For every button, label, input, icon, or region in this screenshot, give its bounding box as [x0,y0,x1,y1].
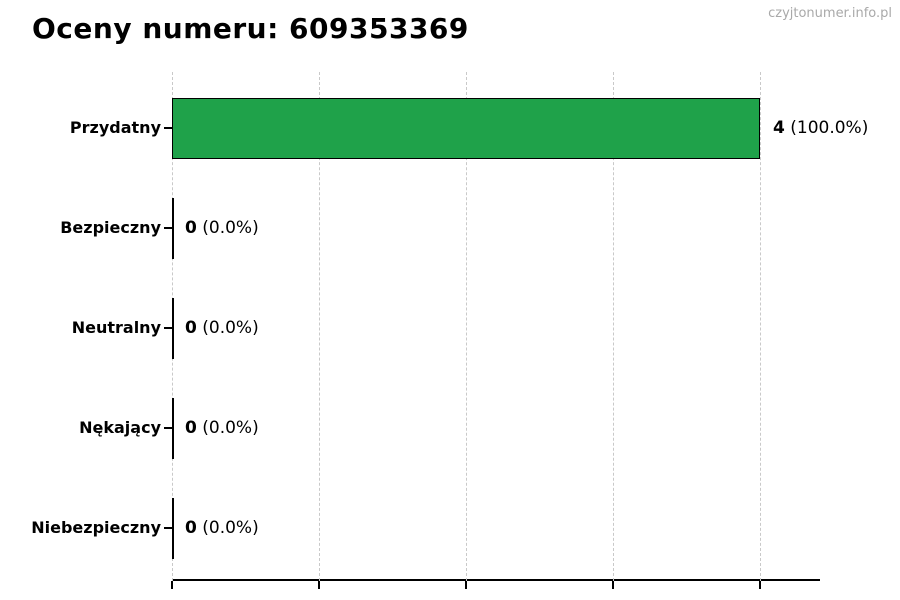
value-percent-1: (0.0%) [196,218,259,238]
y-axis-tick-1 [164,227,172,229]
category-label-2: Neutralny [71,318,161,337]
value-count-4: 0 [185,518,197,538]
bar-bezpieczny [172,197,174,259]
chart-title: Oceny numeru: 609353369 [32,12,469,45]
value-count-2: 0 [185,318,197,338]
y-axis-tick-4 [164,527,172,529]
x-axis-tick-1 [318,581,320,589]
value-count-0: 4 [773,118,785,138]
value-percent-0: (100.0%) [784,118,869,138]
bar-neutralny [172,297,174,359]
y-axis-tick-3 [164,427,172,429]
x-axis-line [172,579,820,581]
y-axis-tick-0 [164,127,172,129]
category-label-3: Nękający [79,418,161,437]
value-percent-3: (0.0%) [196,418,259,438]
value-percent-4: (0.0%) [196,518,259,538]
bar-niebezpieczny [172,497,174,559]
x-axis-tick-4 [759,581,761,589]
value-label-3: 0 (0.0%) [185,416,259,440]
bar-nękający [172,397,174,459]
x-axis-tick-0 [171,581,173,589]
category-label-1: Bezpieczny [60,218,161,237]
category-label-4: Niebezpieczny [31,518,161,537]
x-axis-tick-3 [612,581,614,589]
value-label-1: 0 (0.0%) [185,216,259,240]
value-count-1: 0 [185,218,197,238]
y-axis-tick-2 [164,327,172,329]
value-label-4: 0 (0.0%) [185,516,259,540]
gridline-x1 [319,72,320,581]
value-label-2: 0 (0.0%) [185,316,259,340]
gridline-x4 [760,72,761,581]
gridline-x2 [466,72,467,581]
category-label-0: Przydatny [69,118,161,137]
watermark-text: czyjtonumer.info.pl [768,6,892,21]
value-count-3: 0 [185,418,197,438]
bar-przydatny [172,97,760,159]
gridline-x3 [613,72,614,581]
x-axis-tick-2 [465,581,467,589]
value-label-0: 4 (100.0%) [773,116,868,140]
value-percent-2: (0.0%) [196,318,259,338]
